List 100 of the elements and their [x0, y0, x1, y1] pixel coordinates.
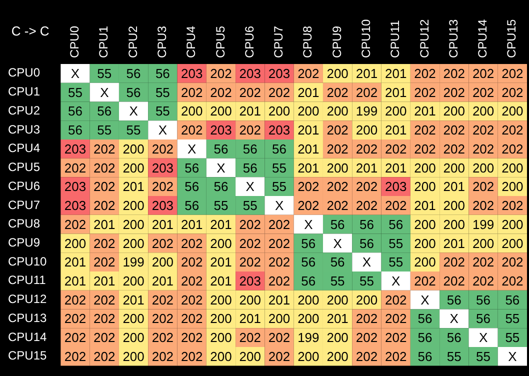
data-label: 200 [443, 104, 465, 119]
data-label: 202 [356, 179, 378, 194]
data-label: 56 [184, 198, 200, 214]
data-label: 201 [239, 311, 261, 326]
data-label: 202 [443, 141, 465, 156]
data-label: 202 [180, 330, 203, 346]
data-label: 202 [94, 198, 116, 214]
data-label: 200 [414, 236, 436, 251]
y-tick-label: CPU10 [8, 254, 48, 268]
data-label: 200 [472, 236, 494, 251]
data-label: 55 [242, 198, 258, 214]
data-label: 202 [502, 122, 524, 138]
data-label: 202 [326, 84, 348, 100]
data-label: 202 [502, 254, 524, 270]
data-label: 202 [152, 311, 174, 326]
data-label: 200 [122, 141, 144, 156]
data-label: 56 [446, 292, 462, 308]
data-label: 201 [210, 216, 232, 232]
data-label: 200 [122, 198, 144, 214]
y-tick-label: CPU3 [8, 122, 40, 136]
data-label: 200 [326, 66, 348, 82]
data-label: 202 [268, 348, 290, 364]
data-label: 200 [64, 236, 86, 251]
data-label: 202 [268, 236, 290, 251]
data-label: 200 [122, 273, 144, 288]
data-label: 202 [384, 311, 407, 326]
data-label: 56 [476, 292, 491, 308]
data-label: 202 [210, 66, 232, 82]
data-label: 199 [472, 216, 494, 232]
data-label: 200 [502, 236, 524, 251]
data-label: 200 [326, 348, 348, 364]
y-tick-label: CPU11 [8, 273, 46, 288]
data-label: 200 [414, 179, 436, 194]
data-label: 203 [210, 122, 232, 138]
x-tick-label: CPU5 [213, 26, 228, 58]
data-label: 200 [298, 348, 320, 364]
data-label: 202 [94, 330, 116, 346]
data-label: 200 [472, 160, 494, 176]
data-label: 201 [298, 122, 320, 138]
data-label: 200 [210, 311, 232, 326]
data-label: 202 [384, 330, 407, 346]
data-label: 56 [418, 330, 432, 346]
data-label: 202 [239, 330, 261, 346]
data-label: 200 [122, 348, 144, 364]
x-tick-label: CPU7 [272, 26, 286, 58]
data-label: 200 [472, 104, 494, 119]
data-label: 200 [356, 292, 378, 308]
data-label: 202 [502, 198, 524, 214]
data-label: 202 [472, 66, 494, 82]
data-label: 202 [443, 66, 465, 82]
data-label: 203 [64, 198, 86, 214]
data-label: 201 [239, 104, 261, 119]
data-label: 200 [268, 104, 290, 119]
data-label: 56 [418, 348, 432, 364]
data-label: 200 [443, 198, 465, 214]
data-label: 202 [356, 198, 378, 214]
data-label: 202 [356, 311, 378, 326]
data-label: 202 [64, 216, 86, 232]
data-label: 201 [298, 160, 320, 176]
data-label: 202 [94, 236, 116, 251]
data-label: 202 [64, 311, 86, 326]
data-label: 55 [126, 122, 141, 138]
data-label: 200 [502, 160, 524, 176]
data-label: 202 [268, 216, 290, 232]
data-label: 202 [180, 348, 203, 364]
data-label: 200 [384, 104, 407, 119]
data-label: 200 [239, 348, 261, 364]
text: X [158, 122, 168, 138]
y-tick-label: CPU0 [8, 66, 40, 80]
data-label: 56 [330, 216, 345, 232]
data-label: 200 [326, 292, 348, 308]
x-tick-label: CPU13 [446, 18, 460, 58]
data-label: 200 [122, 160, 144, 176]
data-label: 56 [359, 236, 374, 251]
data-label: 55 [446, 348, 462, 364]
text: X [392, 273, 400, 288]
data-label: 202 [472, 122, 494, 138]
data-label: 56 [155, 66, 170, 82]
data-label: 201 [356, 160, 378, 176]
data-label: 55 [388, 236, 404, 251]
data-label: 201 [94, 216, 116, 232]
data-label: 202 [356, 84, 378, 100]
data-label: 202 [384, 198, 407, 214]
y-tick-label: CPU5 [8, 160, 40, 174]
data-label: 56 [272, 141, 287, 156]
data-label: 201 [414, 198, 436, 214]
data-label: 202 [239, 84, 261, 100]
data-label: 201 [443, 236, 465, 251]
data-label: 202 [443, 254, 465, 270]
data-label: 200 [180, 104, 203, 119]
data-label: 203 [384, 179, 407, 194]
data-label: 56 [214, 179, 228, 194]
x-tick-label: CPU14 [476, 18, 490, 58]
data-label: 200 [122, 330, 144, 346]
data-label: 202 [502, 84, 524, 100]
data-label: 56 [359, 216, 374, 232]
data-label: 201 [268, 292, 290, 308]
text: X [100, 84, 109, 100]
data-label: 202 [443, 122, 465, 138]
data-label: 202 [180, 311, 203, 326]
